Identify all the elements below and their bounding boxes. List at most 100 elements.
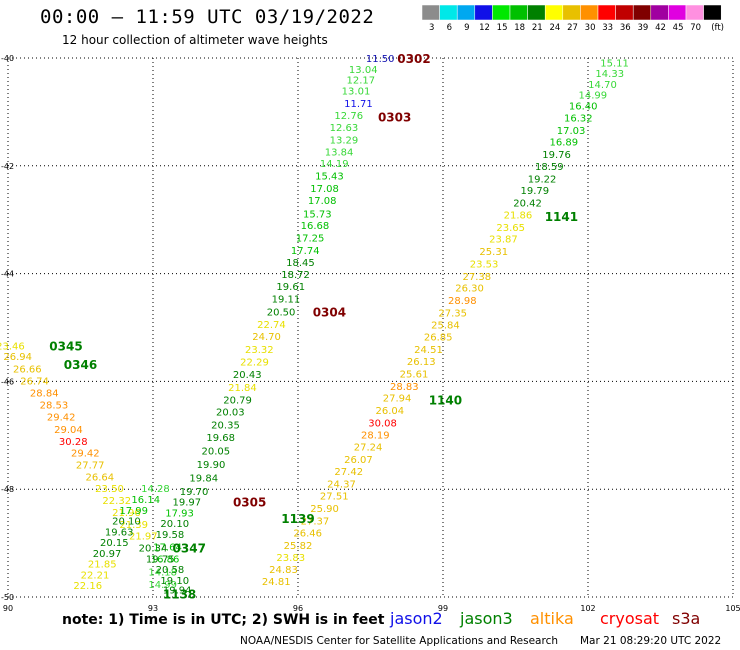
swh-value: 13.01: [342, 86, 371, 97]
swh-value: 14.33: [595, 69, 624, 80]
satellite-jason2: jason2: [390, 609, 443, 628]
legend-label: 3: [429, 23, 434, 33]
swh-value: 12.17: [347, 76, 376, 87]
swh-value: 11.50: [366, 54, 395, 65]
swh-value: 20.05: [202, 446, 231, 457]
swh-value: 11.71: [344, 99, 373, 110]
swh-value: 19.79: [521, 186, 550, 197]
satellite-s3a: s3a: [672, 609, 701, 628]
satellite-jason3: jason3: [460, 609, 513, 628]
swh-value: 25.31: [479, 247, 508, 258]
swh-value: 26.66: [13, 365, 42, 376]
swh-value: 26.74: [20, 376, 49, 387]
swh-value: 28.84: [30, 388, 59, 399]
swh-value: 30.08: [368, 418, 397, 429]
legend-label: 12: [479, 23, 490, 33]
pass-label-0305: 0305: [233, 496, 266, 510]
swh-value: 22.16: [73, 581, 102, 592]
legend-swatch: [492, 4, 511, 21]
swh-value: 15.73: [303, 209, 332, 220]
pass-label-0346: 0346: [64, 358, 97, 372]
swh-value: 20.42: [513, 199, 542, 210]
swh-value: 27.42: [334, 467, 363, 478]
legend-label: 18: [514, 23, 525, 33]
swh-value: 26.85: [424, 333, 453, 344]
swh-value: 16.89: [550, 138, 579, 149]
swh-value: 26.13: [407, 357, 436, 368]
swh-value: 24.51: [414, 345, 443, 356]
swh-value: 18.45: [286, 258, 315, 269]
legend-swatch: [632, 4, 652, 21]
lon-tick-label: 105: [725, 604, 740, 613]
swh-value: 20.03: [216, 408, 245, 419]
swh-value: 23.46: [0, 341, 25, 352]
pass-label-0302: 0302: [397, 52, 430, 66]
satellite-cryosat: cryosat: [600, 609, 660, 628]
lat-tick-label: -46: [1, 377, 14, 386]
swh-value: 22.21: [81, 570, 110, 581]
swh-value: 24.37: [327, 479, 356, 490]
swh-value: 27.24: [354, 443, 383, 454]
swh-value: 22.29: [240, 358, 269, 369]
swh-value: 13.84: [325, 147, 354, 158]
swh-value: 12.76: [334, 111, 363, 122]
swh-value: 17.74: [291, 246, 320, 257]
swh-value: 24.70: [252, 332, 281, 343]
swh-value: 25.90: [310, 504, 339, 515]
swh-value: 27.35: [438, 308, 467, 319]
swh-value: 14.28: [141, 484, 170, 495]
lon-tick-label: 99: [438, 604, 448, 613]
footer-note: note: 1) Time is in UTC; 2) SWH is in fe…: [62, 612, 385, 628]
lon-tick-label: 102: [580, 604, 595, 613]
swh-value: 20.50: [267, 307, 296, 318]
swh-value: 21.96: [112, 508, 141, 519]
swh-value: 23.53: [470, 259, 499, 270]
swh-value: 19.63: [105, 527, 134, 538]
swh-value: 16.14: [131, 495, 160, 506]
swh-value: 27.37: [301, 517, 330, 528]
swh-value: 14.70: [588, 80, 617, 91]
swh-value: 19.97: [173, 498, 202, 509]
legend-swatch: [650, 4, 669, 21]
swh-value: 20.34: [139, 543, 168, 554]
swh-value: 25.61: [400, 369, 429, 380]
swh-value: 19.76: [542, 150, 571, 161]
swh-value: 18.72: [281, 270, 310, 281]
header-subtitle: 12 hour collection of altimeter wave hei…: [62, 33, 328, 47]
legend-label: 45: [673, 23, 684, 33]
swh-value: 19.10: [160, 576, 189, 587]
swh-value: 19.22: [528, 174, 557, 185]
swh-value: 26.04: [376, 406, 405, 417]
swh-value: 14.18: [148, 568, 177, 579]
swh-value: 20.10: [160, 519, 189, 530]
swh-value: 17.99: [119, 506, 148, 517]
lon-tick-label: 96: [293, 604, 303, 613]
pass-label-1138: 1138: [163, 587, 196, 601]
swh-value: 16.40: [569, 102, 598, 113]
swh-value: 19.61: [276, 282, 305, 293]
lon-tick-label: 93: [148, 604, 158, 613]
legend-label: 39: [637, 23, 648, 33]
swh-value: 20.35: [211, 421, 240, 432]
swh-value: 19.90: [197, 460, 226, 471]
swh-value: 17.64: [153, 542, 182, 553]
legend-swatch: [474, 4, 493, 21]
swh-value: 15.11: [600, 58, 629, 69]
legend-label: 21: [532, 23, 543, 33]
swh-value: 14.99: [148, 580, 177, 591]
swh-value: 19.75: [146, 554, 175, 565]
swh-value: 14.99: [579, 91, 608, 102]
legend-swatch: [509, 4, 528, 21]
swh-value: 14.19: [320, 159, 349, 170]
swh-value: 28.53: [40, 401, 69, 412]
swh-value: 29.04: [54, 425, 83, 436]
legend-label: 36: [620, 23, 631, 33]
swh-value: 19.58: [156, 530, 185, 541]
swh-value: 26.07: [344, 455, 373, 466]
swh-value: 23.83: [276, 553, 305, 564]
legend-swatch: [668, 4, 687, 21]
legend-swatch: [597, 4, 616, 21]
swh-value: 24.83: [269, 565, 298, 576]
swh-value: 17.25: [296, 234, 325, 245]
